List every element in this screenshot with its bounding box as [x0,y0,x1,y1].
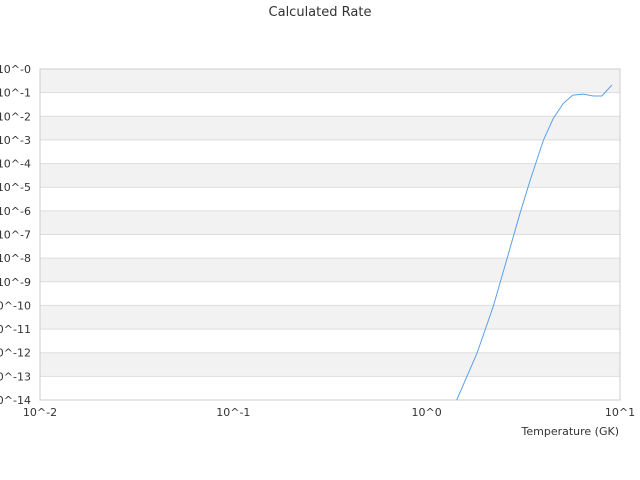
y-tick-label: 10^-14 [0,394,31,407]
grid-band [40,352,620,377]
y-tick-label: 10^-13 [0,370,31,383]
y-tick-label: 10^-7 [0,229,31,242]
grid-band [40,329,620,353]
y-tick-label: 10^-12 [0,347,31,360]
plot-frame [39,68,621,401]
grid-band [40,163,620,188]
grid-band [40,92,620,117]
grid-band [40,116,620,140]
grid-band [40,258,620,282]
y-tick-label: 10^-0 [0,63,31,76]
y-tick-label: 10^-6 [0,205,31,218]
grid-band [40,281,620,306]
y-tick-label: 10^-5 [0,181,31,194]
x-tick-label: 10^-1 [216,406,250,419]
chart-title: Calculated Rate [269,5,372,20]
x-tick-label: 10^1 [605,406,635,419]
grid-band [40,69,620,93]
y-tick-label: 10^-10 [0,299,31,312]
grid-band [40,139,620,164]
grid-band [40,234,620,259]
y-tick-label: 10^-3 [0,134,31,147]
grid-band [40,210,620,235]
grid-band [40,376,620,400]
grid-band [40,305,620,330]
rate-series-line [456,84,613,401]
y-tick-label: 10^-9 [0,276,31,289]
grid-band [40,187,620,211]
x-tick-label: 10^0 [412,406,442,419]
y-tick-label: 10^-2 [0,110,31,123]
y-tick-label: 10^-11 [0,323,31,336]
y-tick-label: 10^-8 [0,252,31,265]
x-tick-label: 10^-2 [23,406,57,419]
y-tick-label: 10^-1 [0,87,31,100]
y-tick-label: 10^-4 [0,158,31,171]
x-axis-label: Temperature (GK) [521,425,620,438]
